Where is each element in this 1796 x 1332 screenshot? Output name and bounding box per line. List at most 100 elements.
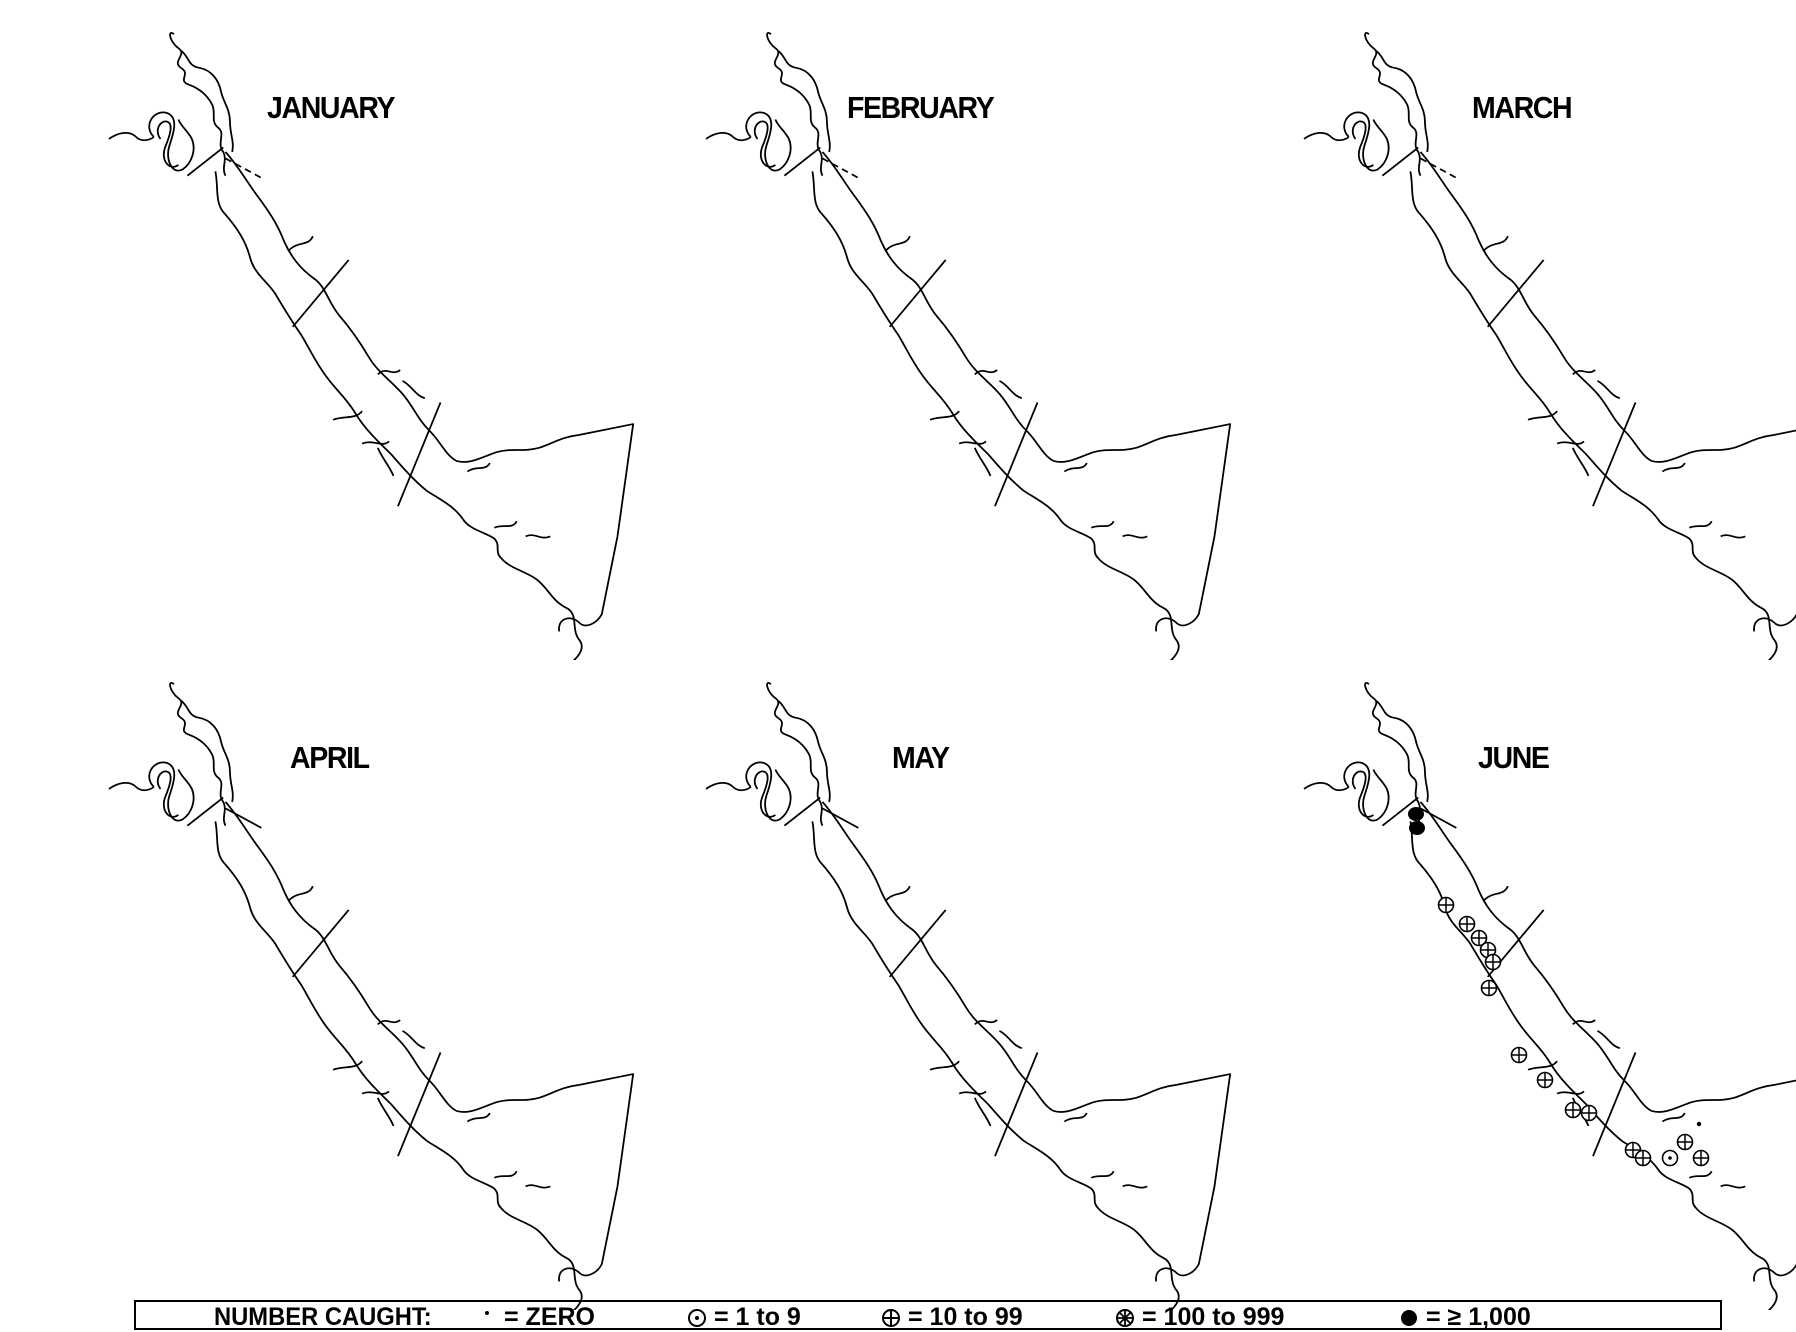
shoreline xyxy=(958,440,987,445)
shoreline xyxy=(1063,1112,1088,1123)
shoreline xyxy=(466,462,491,473)
shoreline xyxy=(974,1019,998,1026)
shoreline xyxy=(1375,699,1429,803)
legend-text-1to9: = 1 to 9 xyxy=(714,1303,801,1331)
segment-boundary-line xyxy=(1381,146,1419,177)
estuary-map xyxy=(1303,32,1796,660)
shoreline xyxy=(929,1060,960,1071)
shoreline xyxy=(361,1090,390,1095)
shoreline xyxy=(156,120,179,168)
station-10to99-marker xyxy=(1634,1149,1652,1167)
shoreline xyxy=(811,821,1061,1170)
shoreline xyxy=(169,32,227,177)
segment-boundary-line xyxy=(291,909,350,978)
month-title: JANUARY xyxy=(267,90,396,125)
segment-boundary-line xyxy=(822,157,859,179)
shoreline xyxy=(377,369,401,376)
shoreline xyxy=(974,369,998,376)
shoreline xyxy=(1052,1084,1177,1113)
shoreline xyxy=(1650,434,1775,463)
shoreline xyxy=(462,1168,583,1310)
shoreline xyxy=(455,1084,580,1113)
shoreline xyxy=(455,434,580,463)
shoreline xyxy=(1059,1168,1180,1310)
station-10to99-marker xyxy=(1536,1071,1554,1089)
shoreline xyxy=(1556,440,1585,445)
shoreline xyxy=(1375,49,1429,153)
shoreline xyxy=(753,770,776,818)
shoreline xyxy=(1052,434,1177,463)
shoreline xyxy=(973,447,992,477)
segment-boundary-line xyxy=(225,157,262,179)
shoreline xyxy=(705,782,752,792)
zero-dot-icon xyxy=(485,1310,489,1315)
estuary-map xyxy=(108,32,635,660)
month-title: MAY xyxy=(892,740,950,775)
legend-item-100to999: = 100 to 999 xyxy=(1114,1303,1284,1332)
shoreline xyxy=(224,151,457,462)
segment-boundary-line xyxy=(397,402,442,507)
shoreline xyxy=(1482,235,1509,252)
segment-boundary-line xyxy=(888,259,947,328)
station-10to99-marker xyxy=(1479,941,1497,959)
map-panel-may: MAY xyxy=(652,650,1252,1310)
shoreline xyxy=(180,699,234,803)
shoreline xyxy=(214,171,464,520)
shoreline xyxy=(1303,132,1350,142)
shoreline xyxy=(958,1090,987,1095)
shoreline xyxy=(1596,380,1621,399)
shoreline xyxy=(998,380,1023,399)
estuary-map xyxy=(1303,682,1796,1310)
station-10to99-marker xyxy=(1437,896,1455,914)
segment-boundary-line xyxy=(1592,1052,1637,1157)
segment-boundary-line xyxy=(1420,157,1457,179)
month-title: APRIL xyxy=(290,740,370,775)
station-10to99-marker xyxy=(1564,1101,1582,1119)
shoreline xyxy=(361,440,390,445)
shoreline xyxy=(777,49,831,153)
shoreline xyxy=(1753,1079,1796,1282)
shoreline xyxy=(777,699,831,803)
legend-text-zero: = ZERO xyxy=(504,1303,595,1331)
estuary-map xyxy=(705,682,1232,1310)
station-10to99-marker xyxy=(1480,979,1498,997)
shoreline xyxy=(377,1019,401,1026)
shoreline xyxy=(766,682,824,827)
shoreline xyxy=(1303,782,1350,792)
shoreline xyxy=(1527,1060,1558,1071)
shoreline xyxy=(1409,171,1659,520)
shoreline xyxy=(1572,369,1596,376)
legend-item-ge1000: = ≥ 1,000 xyxy=(1398,1303,1531,1332)
shoreline xyxy=(1090,520,1115,529)
shoreline xyxy=(1657,1168,1778,1310)
shoreline xyxy=(1753,429,1796,632)
legend-text-ge1000: = ≥ 1,000 xyxy=(1426,1303,1531,1331)
shoreline xyxy=(1482,885,1509,902)
shoreline xyxy=(558,423,635,632)
shoreline xyxy=(466,1112,491,1123)
station-markers xyxy=(1408,807,1710,1167)
segment-boundary-line xyxy=(225,807,262,829)
shoreline xyxy=(1571,447,1590,477)
shoreline xyxy=(929,410,960,421)
segment-boundary-line xyxy=(186,796,224,827)
segment-boundary-line xyxy=(1592,402,1637,507)
shoreline xyxy=(1661,462,1686,473)
filled-circle-icon xyxy=(1401,1309,1417,1326)
segment-boundary-line xyxy=(783,796,821,827)
segment-boundary-line xyxy=(397,1052,442,1157)
shoreline xyxy=(884,235,911,252)
shoreline xyxy=(1650,1084,1775,1113)
station-10to99-marker xyxy=(1458,915,1476,933)
legend-item-10to99: = 10 to 99 xyxy=(880,1303,1023,1332)
station-10to99-marker xyxy=(1676,1133,1694,1151)
map-panel-january: JANUARY xyxy=(55,0,655,660)
shoreline xyxy=(1720,534,1746,539)
shoreline xyxy=(1122,534,1148,539)
shoreline xyxy=(108,132,155,142)
shoreline xyxy=(766,32,824,177)
map-panel-march: MARCH xyxy=(1250,0,1796,660)
month-title: FEBRUARY xyxy=(847,90,995,125)
legend-text-100to999: = 100 to 999 xyxy=(1142,1303,1285,1331)
shoreline xyxy=(1419,151,1652,462)
